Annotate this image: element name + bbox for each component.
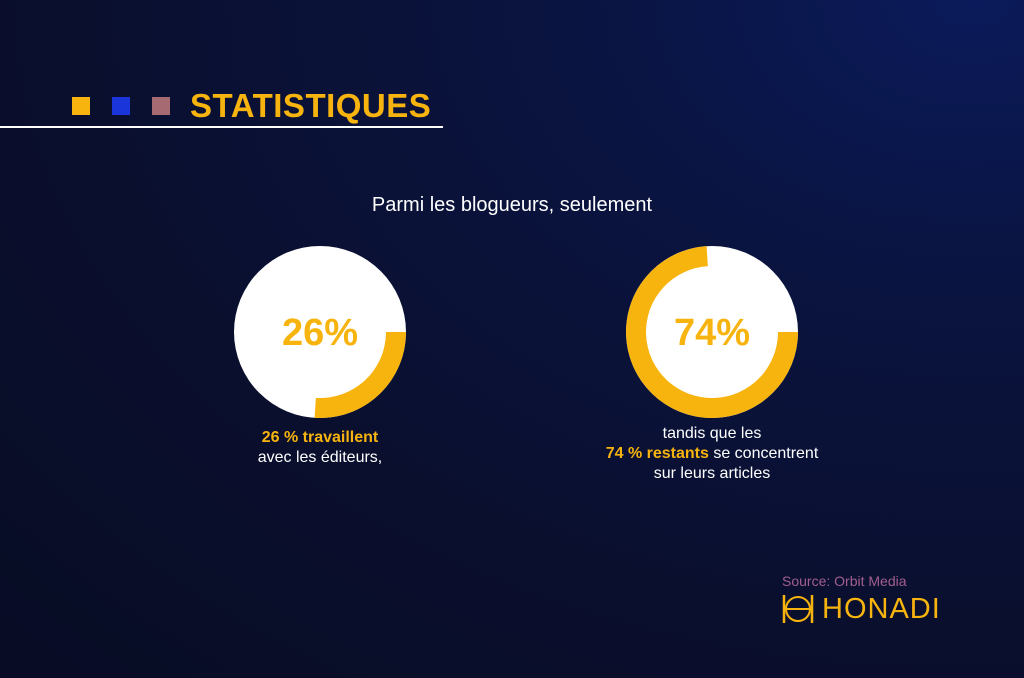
donut-2-percent-label: 74% xyxy=(674,312,750,354)
title-underline xyxy=(0,126,443,128)
section-header: STATISTIQUES xyxy=(0,86,443,128)
caption-74-mid-line: 74 % restants se concentrent xyxy=(552,444,872,464)
honadi-logo-icon xyxy=(782,595,814,623)
donut-chart-74: 74% xyxy=(626,246,798,418)
caption-26-line: avec les éditeurs, xyxy=(257,449,383,466)
donut-chart-26: 26% xyxy=(234,246,406,418)
mauve-square-icon xyxy=(152,97,170,115)
caption-26-highlight: 26 % travaillent xyxy=(261,429,379,446)
yellow-square-icon xyxy=(72,97,90,115)
source-text: Source: Orbit Media xyxy=(782,573,907,589)
caption-74-highlight: 74 % restants xyxy=(605,445,709,462)
page-title: STATISTIQUES xyxy=(190,87,432,124)
donut-1-highlight-arc xyxy=(314,332,406,418)
caption-74-mid: se concentrent xyxy=(708,445,819,462)
caption-74-post: sur leurs articles xyxy=(653,465,771,482)
donut-1-white-disc xyxy=(234,246,406,418)
caption-74-pre: tandis que les xyxy=(662,425,762,442)
intro-text: Parmi les blogueurs, seulement xyxy=(371,194,653,216)
caption-74: tandis que les 74 % restants se concentr… xyxy=(552,424,872,484)
donut-1-percent-label: 26% xyxy=(282,312,358,354)
caption-26: 26 % travaillent avec les éditeurs, xyxy=(160,428,480,468)
brand-name: HONADI xyxy=(822,593,941,625)
blue-square-icon xyxy=(112,97,130,115)
donut-2-white-disc xyxy=(626,246,798,418)
